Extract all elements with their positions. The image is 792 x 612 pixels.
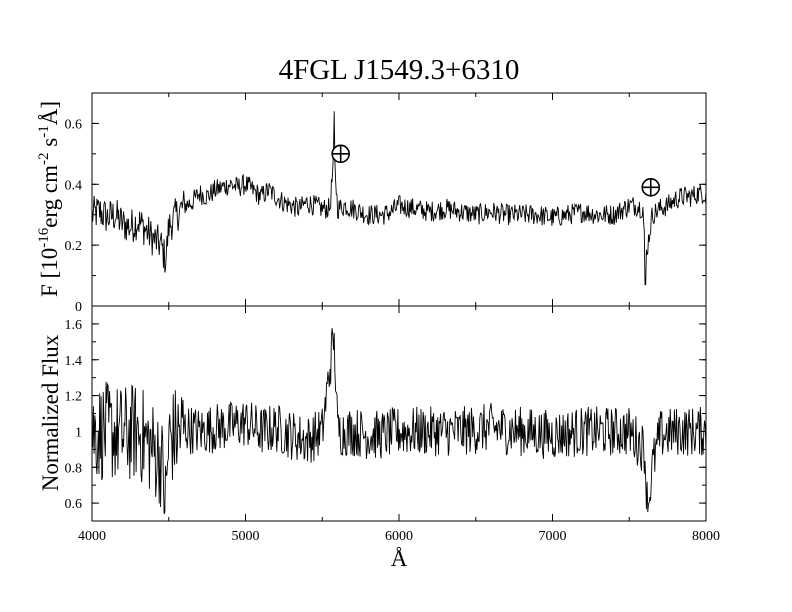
top-y-tick-label: 0.6 <box>65 117 83 132</box>
earth-symbol-icon <box>331 144 350 164</box>
x-axis-label: Å <box>391 546 408 571</box>
top-panel: 0 0.2 0.4 0.6 <box>65 92 707 315</box>
bottom-y-tick-label: 1.2 <box>65 390 83 405</box>
bottom-y-ticks: 0.6 0.8 1 1.2 1.4 1.6 <box>65 305 706 522</box>
ylabel-mid2: s <box>37 138 62 153</box>
bottom-y-tick-label: 1 <box>75 425 82 440</box>
ylabel-mid1: erg cm <box>37 165 62 228</box>
top-spectrum-line <box>91 111 707 286</box>
x-tick-label: 6000 <box>385 529 413 544</box>
top-y-axis-label: F [10-16erg cm-2 s-1Å] <box>36 101 62 297</box>
ylabel-suffix: Å] <box>37 101 62 125</box>
ylabel-exp1: -16 <box>36 227 52 247</box>
top-y-ticks: 0 0.2 0.4 0.6 <box>65 92 706 315</box>
bottom-spectrum-line <box>91 328 707 515</box>
top-x-ticks <box>91 93 707 306</box>
bottom-y-tick-label: 0.6 <box>65 497 83 512</box>
ylabel-exp2: -2 <box>36 152 52 165</box>
bottom-y-tick-label: 1.6 <box>65 318 83 333</box>
x-tick-label: 7000 <box>539 529 567 544</box>
x-tick-label: 5000 <box>232 529 260 544</box>
x-tick-label: 8000 <box>692 529 720 544</box>
x-tick-label: 4000 <box>78 529 106 544</box>
top-annotations <box>331 144 661 197</box>
ylabel-exp3: -1 <box>36 125 52 138</box>
ylabel-prefix: F [10 <box>37 248 62 297</box>
top-y-tick-label: 0.4 <box>65 178 83 193</box>
bottom-panel: 0.6 0.8 1 1.2 1.4 1.6 4000 5000 6000 7000 8000 <box>65 305 720 544</box>
bottom-x-ticks: 4000 5000 6000 7000 8000 <box>78 306 720 544</box>
bottom-y-axis-label: Normalized Flux <box>38 334 63 491</box>
top-y-tick-label: 0 <box>75 300 82 315</box>
earth-symbol-icon <box>641 178 661 197</box>
top-y-tick-label: 0.2 <box>65 239 83 254</box>
chart-title: 4FGL J1549.3+6310 <box>279 54 520 86</box>
bottom-y-tick-label: 0.8 <box>65 461 83 476</box>
bottom-y-tick-label: 1.4 <box>65 354 83 369</box>
